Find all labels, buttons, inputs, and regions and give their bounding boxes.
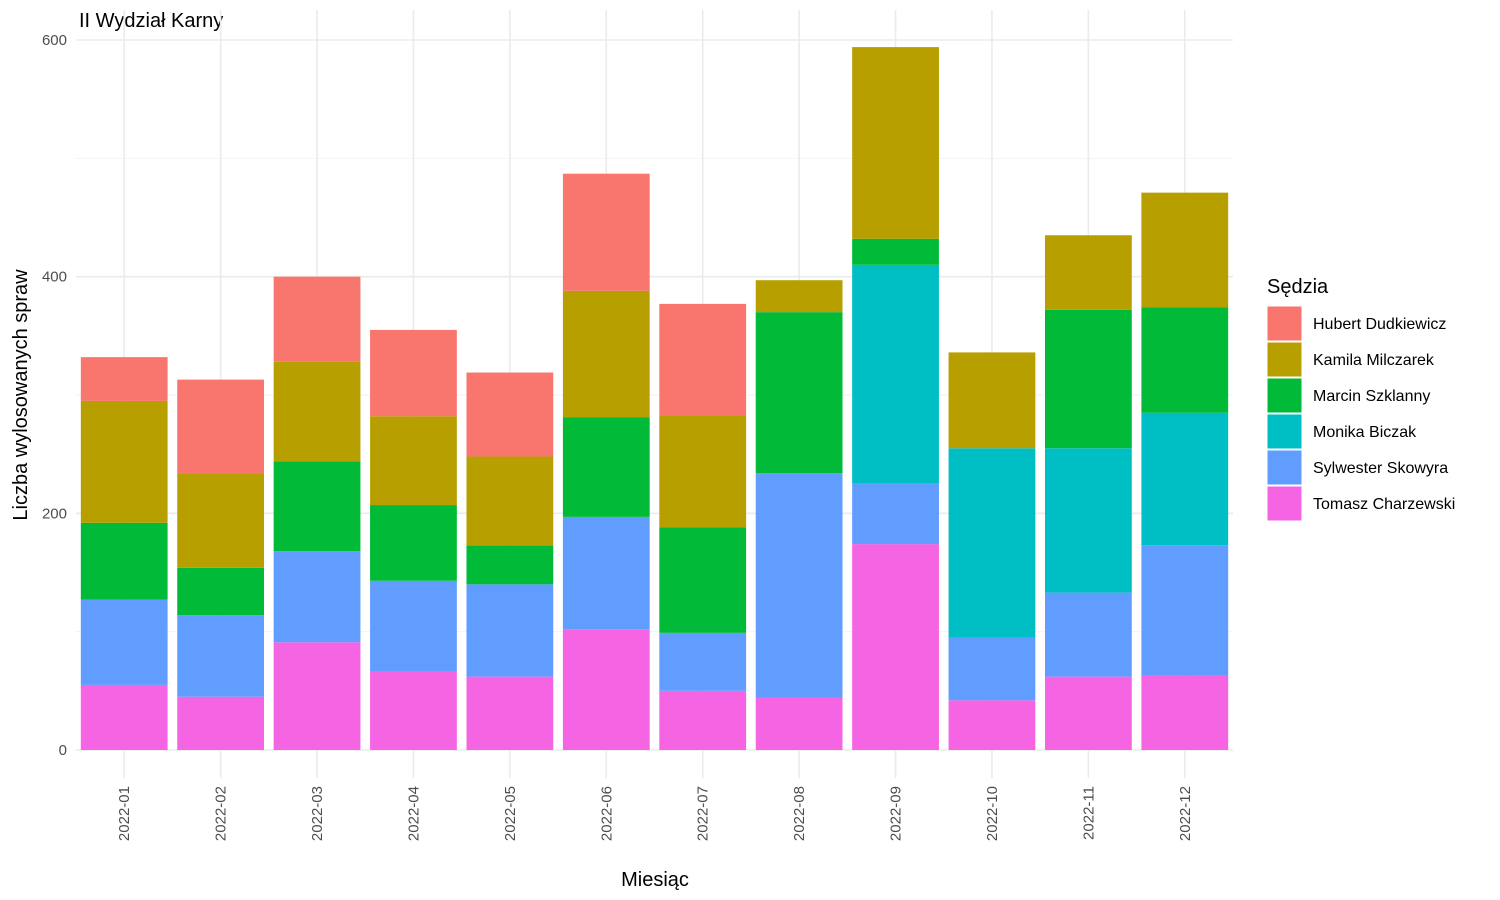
bar-segment-kamila-milczarek-2022-03	[273, 361, 361, 462]
bar-segment-marcin-szklanny-2022-04	[370, 505, 457, 581]
bar-segment-sylwester-skowyra-2022-09	[852, 483, 939, 545]
bar-segment-kamila-milczarek-2022-12	[1141, 192, 1229, 308]
x-tick-label: 2022-08	[791, 786, 808, 841]
bar-segment-sylwester-skowyra-2022-11	[1044, 592, 1132, 677]
legend-swatch	[1266, 341, 1303, 378]
bar-segment-hubert-dudkiewicz-2022-06	[562, 173, 650, 291]
x-tick-label: 2022-07	[695, 786, 712, 841]
bar-segment-tomasz-charzewski-2022-09	[852, 544, 939, 750]
y-tick-label: 0	[59, 742, 67, 759]
bar-segment-tomasz-charzewski-2022-05	[466, 676, 554, 750]
bar-segment-sylwester-skowyra-2022-07	[659, 632, 747, 691]
bar-segment-monika-biczak-2022-12	[1141, 412, 1229, 546]
y-axis-ticks: 0 200 400 600	[42, 32, 67, 759]
bar-segment-marcin-szklanny-2022-02	[177, 567, 265, 616]
bar-segment-marcin-szklanny-2022-07	[659, 527, 747, 633]
legend-label: Hubert Dudkiewicz	[1313, 316, 1446, 333]
bar-segment-sylwester-skowyra-2022-01	[80, 599, 168, 685]
legend-swatch	[1266, 305, 1303, 342]
bar-segment-marcin-szklanny-2022-08	[755, 312, 843, 474]
bar-segment-sylwester-skowyra-2022-10	[948, 637, 1036, 701]
bar-segment-monika-biczak-2022-10	[948, 448, 1036, 638]
bar-segment-tomasz-charzewski-2022-03	[273, 642, 361, 750]
x-tick-label: 2022-06	[598, 786, 615, 841]
bar-segment-marcin-szklanny-2022-03	[273, 461, 361, 552]
bar-segment-sylwester-skowyra-2022-08	[755, 473, 843, 698]
legend-title: Sędzia	[1267, 276, 1329, 298]
bar-segment-sylwester-skowyra-2022-03	[273, 551, 361, 643]
bar-segment-tomasz-charzewski-2022-08	[755, 697, 843, 750]
bar-segment-kamila-milczarek-2022-10	[948, 352, 1036, 449]
bar-segment-tomasz-charzewski-2022-06	[562, 629, 650, 750]
bar-segment-tomasz-charzewski-2022-01	[80, 684, 168, 750]
bar-segment-hubert-dudkiewicz-2022-04	[370, 329, 457, 417]
bar-segment-kamila-milczarek-2022-04	[370, 416, 457, 506]
x-tick-label: 2022-12	[1177, 786, 1194, 841]
y-tick-label: 400	[42, 269, 67, 286]
bar-segment-tomasz-charzewski-2022-02	[177, 696, 265, 750]
legend-label: Sylwester Skowyra	[1313, 460, 1448, 477]
legend-swatch	[1266, 377, 1303, 414]
bar-segment-kamila-milczarek-2022-02	[177, 473, 265, 568]
x-tick-label: 2022-03	[309, 786, 326, 841]
bar-segment-marcin-szklanny-2022-12	[1141, 307, 1229, 413]
y-axis-title: Liczba wylosowanych spraw	[10, 269, 32, 521]
bar-segment-hubert-dudkiewicz-2022-02	[177, 379, 265, 474]
x-tick-label: 2022-02	[213, 786, 230, 841]
bar-segment-marcin-szklanny-2022-11	[1044, 309, 1132, 449]
bar-segment-marcin-szklanny-2022-01	[80, 522, 168, 600]
bar-segment-kamila-milczarek-2022-06	[562, 290, 650, 418]
bar-segment-monika-biczak-2022-11	[1044, 448, 1132, 593]
legend-label: Monika Biczak	[1313, 424, 1417, 441]
y-tick-label: 600	[42, 32, 67, 49]
bar-segment-kamila-milczarek-2022-01	[80, 400, 168, 523]
bar-segment-kamila-milczarek-2022-05	[466, 456, 554, 546]
legend-label: Marcin Szklanny	[1313, 388, 1430, 405]
bar-segment-kamila-milczarek-2022-07	[659, 415, 747, 528]
bar-segment-hubert-dudkiewicz-2022-05	[466, 372, 554, 457]
bar-segment-tomasz-charzewski-2022-11	[1044, 676, 1132, 750]
bar-segment-hubert-dudkiewicz-2022-01	[80, 357, 168, 401]
bar-segment-marcin-szklanny-2022-06	[562, 417, 650, 517]
bar-segment-kamila-milczarek-2022-09	[852, 47, 939, 239]
x-axis-title: Miesiąc	[621, 869, 689, 891]
x-tick-label: 2022-10	[984, 786, 1001, 841]
legend-label: Tomasz Charzewski	[1313, 496, 1455, 513]
bar-segment-marcin-szklanny-2022-09	[852, 238, 939, 265]
x-axis-ticks: 2022-01 2022-02 2022-03 2022-04 2022-05 2022-…	[116, 786, 1194, 841]
bar-segment-hubert-dudkiewicz-2022-07	[659, 303, 747, 416]
x-tick-label: 2022-01	[116, 786, 133, 841]
legend-label: Kamila Milczarek	[1313, 352, 1435, 369]
y-tick-label: 200	[42, 505, 67, 522]
bars	[80, 47, 1229, 750]
bar-segment-sylwester-skowyra-2022-12	[1141, 545, 1229, 676]
bar-segment-sylwester-skowyra-2022-05	[466, 584, 554, 677]
bar-segment-tomasz-charzewski-2022-10	[948, 700, 1036, 750]
chart-title: II Wydział Karny	[79, 10, 223, 32]
bar-segment-tomasz-charzewski-2022-12	[1141, 675, 1229, 750]
bar-segment-sylwester-skowyra-2022-02	[177, 615, 265, 697]
bar-segment-tomasz-charzewski-2022-07	[659, 690, 747, 750]
bar-segment-marcin-szklanny-2022-05	[466, 545, 554, 585]
x-tick-label: 2022-04	[405, 786, 422, 841]
legend-swatch	[1266, 449, 1303, 486]
bar-segment-kamila-milczarek-2022-11	[1044, 235, 1132, 310]
bar-segment-hubert-dudkiewicz-2022-03	[273, 276, 361, 362]
bar-segment-kamila-milczarek-2022-08	[755, 280, 843, 313]
bar-segment-monika-biczak-2022-09	[852, 264, 939, 484]
bar-segment-sylwester-skowyra-2022-06	[562, 516, 650, 630]
legend-swatch	[1266, 485, 1303, 522]
bar-segment-tomasz-charzewski-2022-04	[370, 671, 457, 750]
legend-swatch	[1266, 413, 1303, 450]
bar-segment-sylwester-skowyra-2022-04	[370, 580, 457, 672]
legend: Sędzia Hubert Dudkiewicz Kamila Milczarek…	[1266, 276, 1455, 522]
x-tick-label: 2022-09	[888, 786, 905, 841]
x-tick-label: 2022-05	[502, 786, 519, 841]
x-tick-label: 2022-11	[1080, 786, 1097, 840]
